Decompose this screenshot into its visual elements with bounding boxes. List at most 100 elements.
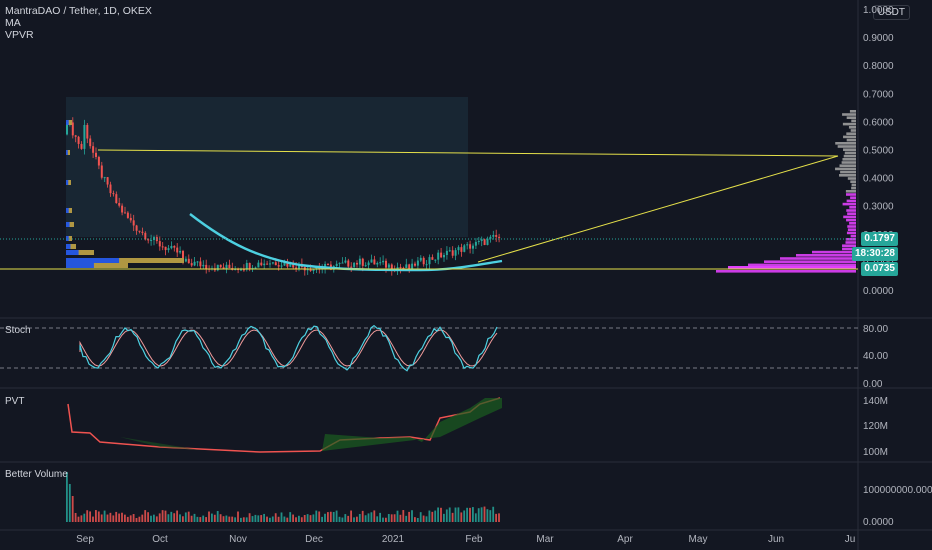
volume-bar [486,509,489,522]
volume-bar [150,515,152,522]
profile-bar [847,228,856,231]
vpvr-bar-sell [119,258,184,263]
profile-bar [812,250,856,254]
volume-bar [321,516,323,522]
candle-body [66,124,68,135]
candle-body [289,262,292,267]
candle-body [92,146,95,153]
pvt-label[interactable]: PVT [5,396,25,407]
profile-bar [850,129,856,132]
volume-profile-group [66,110,856,273]
volume-bar [112,515,115,522]
volume-bar [390,514,393,522]
volume-bar [71,496,74,522]
better-volume-label[interactable]: Better Volume [5,469,68,480]
volume-bar [86,510,89,522]
symbol-title[interactable]: MantraDAO / Tether, 1D, OKEX [5,5,152,17]
profile-bar [845,190,856,193]
volume-bar [385,517,387,522]
volume-bar [274,513,277,522]
candle-body [167,248,170,251]
stoch-label[interactable]: Stoch [5,325,31,336]
vpvr-bar-sell [93,263,128,268]
volume-bar [289,512,292,522]
volume-bar [263,513,265,522]
candle-body [495,235,498,237]
profile-bar [845,193,856,196]
profile-bar [837,145,856,148]
profile-bar [847,225,856,228]
profile-bar [842,244,856,247]
candle-body [245,262,248,270]
vpvr-indicator-label[interactable]: VPVR [5,29,34,41]
candle-body [379,262,382,264]
volume-bar [254,514,257,522]
candle-body [158,241,161,247]
volume-bar [405,515,408,522]
volume-bar [132,514,135,522]
volume-bar [187,511,190,522]
pvt-line [67,397,501,453]
volume-bar [106,514,109,522]
volume-bar [242,517,245,522]
ma-indicator-label[interactable]: MA [5,17,21,29]
price-axis-label: 0.6000 [863,117,894,128]
candle-body [112,193,115,195]
profile-bar [716,270,856,273]
candle-body [115,194,118,204]
volume-bar [182,516,184,522]
volume-bar [356,516,358,522]
candle-body [118,203,121,206]
volume-bar [234,517,236,522]
volume-bar [155,516,158,522]
price-axis-label: 0.3000 [863,202,894,213]
vpvr-bar-sell [69,222,74,227]
volume-bar [353,517,355,522]
candle-body [425,264,428,266]
candle-body [463,245,466,252]
volume-bar [480,507,483,522]
volume-bar [237,511,239,522]
candle-body [327,263,329,265]
volume-bar [211,513,213,522]
volume-bar [318,511,321,522]
profile-bar [839,174,856,177]
volume-bar [425,516,428,522]
vpvr-bar-sell [70,244,76,249]
volume-bar [361,510,364,522]
volume-bar [193,513,196,522]
vpvr-bar-sell [68,180,71,185]
volume-bar [153,514,155,522]
vpvr-bar-sell [67,150,70,155]
profile-bar [845,241,856,244]
pvt-axis-label: 100M [863,447,888,458]
candle-body [437,252,440,260]
vpvr-range-box [66,97,468,237]
volume-bar [393,514,396,522]
volume-bar [327,512,329,522]
candle-body [382,260,385,263]
candle-body [71,122,74,136]
candle-body [309,269,312,272]
candle-body [124,212,126,214]
candle-body [216,264,219,271]
volume-bar [448,507,451,522]
profile-bar [841,161,856,164]
volume-bar [208,511,210,522]
candle-body [443,255,445,258]
currency-button[interactable]: USDT [872,5,910,20]
candle-body [80,143,83,149]
volume-bar [451,512,454,522]
volume-bar [257,515,260,522]
candle-body [254,267,257,269]
volume-bar [460,512,463,522]
volume-bar [248,513,251,522]
candle-body [469,244,472,249]
volume-bar [411,510,413,522]
candle-body [144,232,147,240]
candle-body [283,262,286,266]
volume-bar [103,510,106,522]
volume-bar [68,484,71,522]
volume-bar [341,517,344,522]
